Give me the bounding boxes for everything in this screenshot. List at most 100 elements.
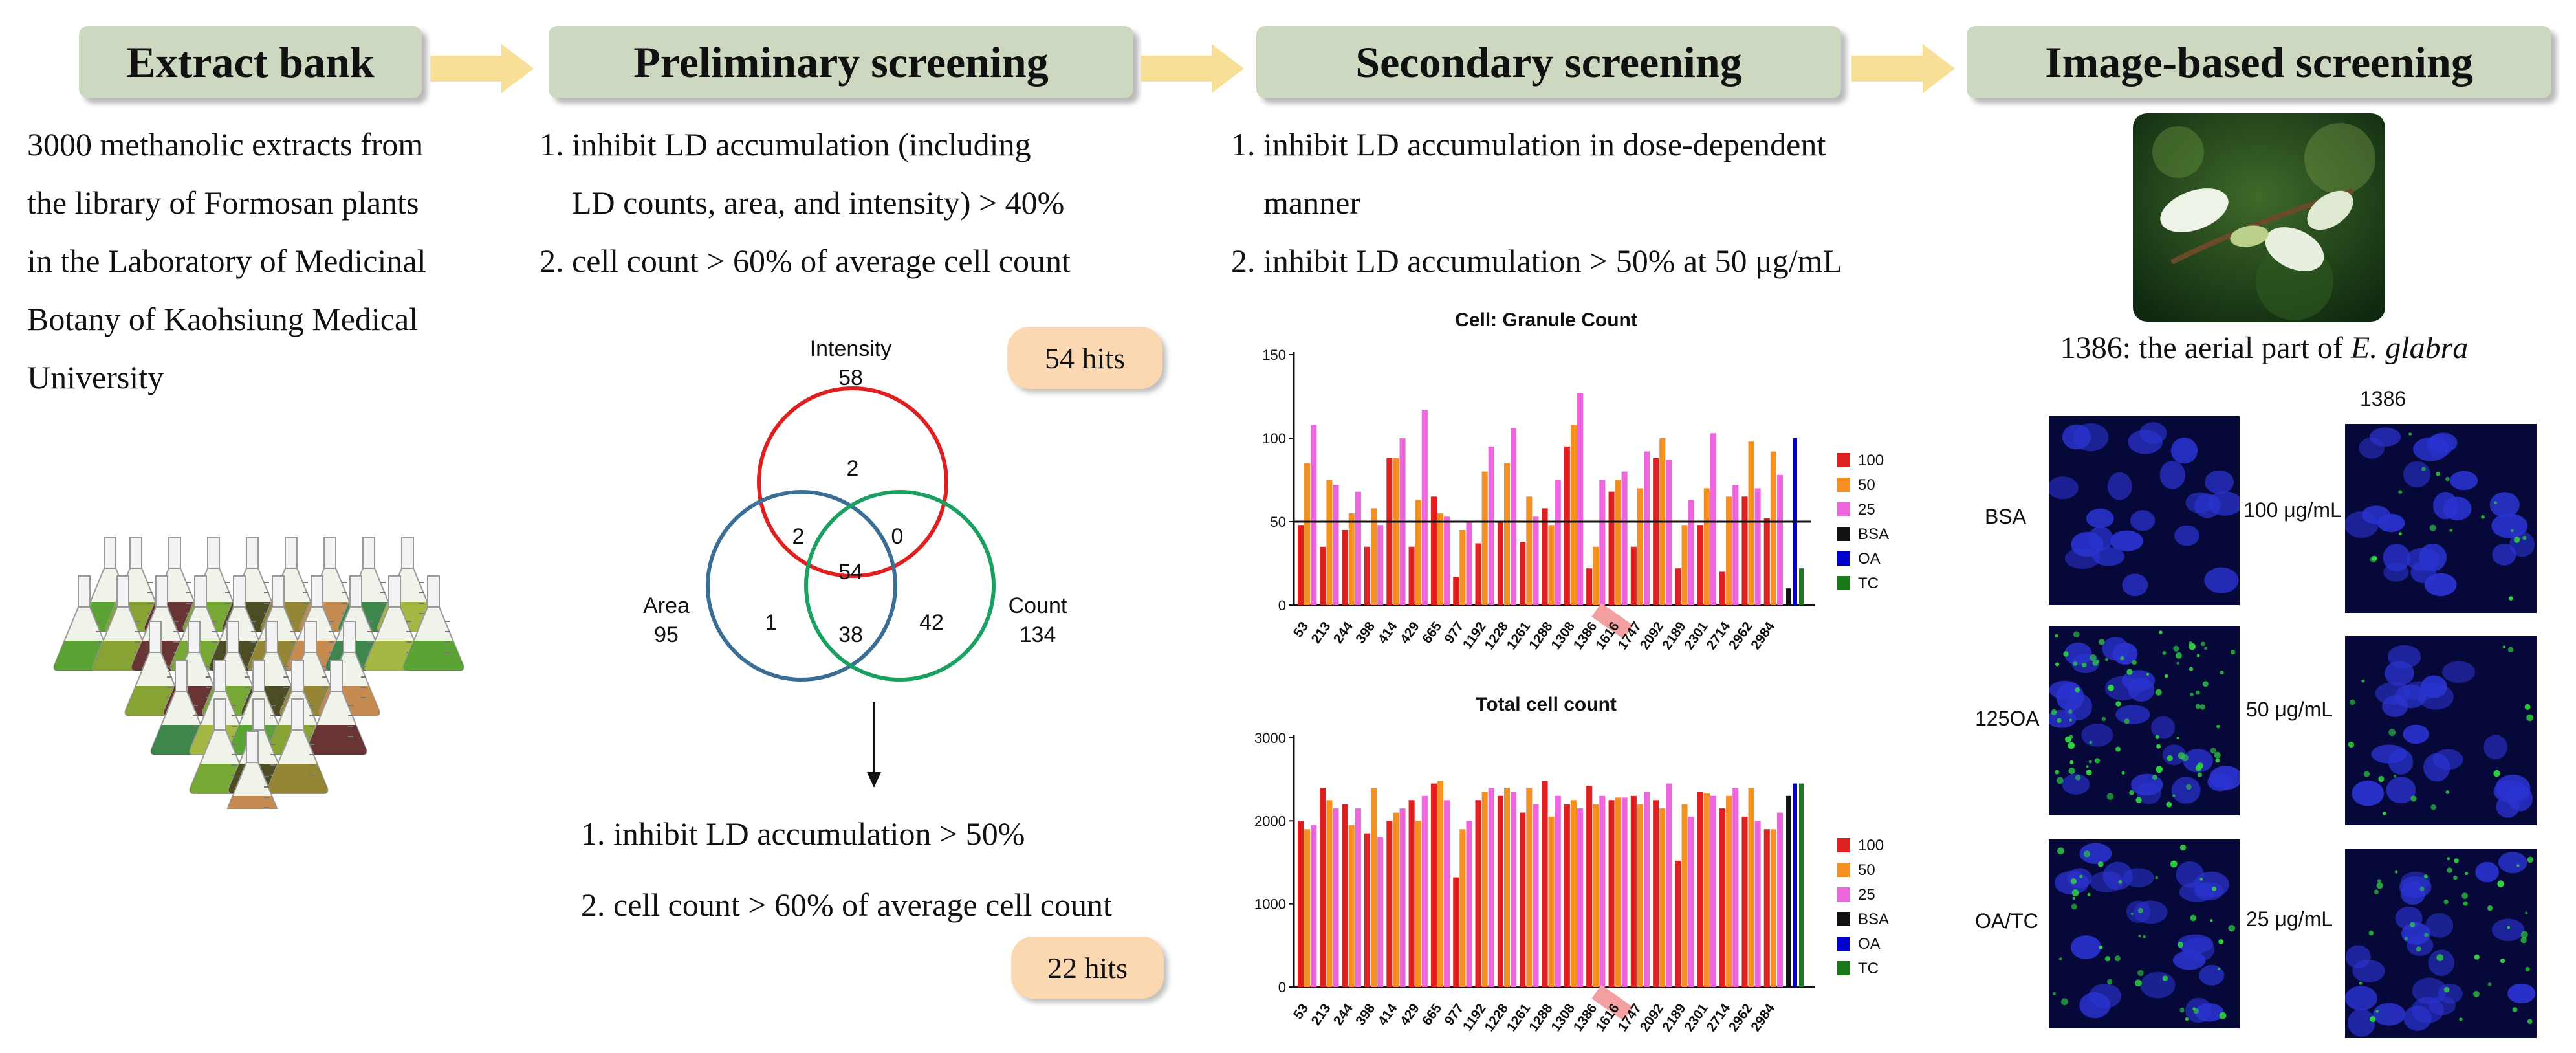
- bar-100: [1675, 568, 1681, 605]
- bar-control-TC: [1799, 568, 1804, 605]
- x-tick-label: 1261: [1504, 1001, 1534, 1034]
- venn-value: 2: [792, 524, 805, 549]
- venn-intensity-total: 58: [838, 366, 863, 390]
- bar-50: [1703, 488, 1710, 605]
- lipid-droplet: [2436, 954, 2443, 961]
- criteria-line: 1. inhibit LD accumulation > 50%: [581, 815, 1025, 852]
- lipid-droplet: [2393, 774, 2397, 778]
- flask-icon: [267, 698, 329, 794]
- y-tick-label: 2000: [1254, 813, 1286, 829]
- total-cell-count-chart: 0100020003000532132443984144296659771192…: [1254, 730, 1889, 1034]
- lipid-droplet: [2527, 1019, 2533, 1025]
- venn-diagram: Intensity 58 Area 95 Count 134 2 2 0 54 …: [643, 337, 1067, 788]
- nucleus: [2382, 695, 2408, 717]
- bar-50: [1681, 804, 1688, 987]
- bar-25: [1377, 525, 1384, 605]
- bar-50: [1570, 800, 1577, 988]
- lipid-droplet: [2410, 922, 2416, 927]
- lipid-droplet: [2181, 754, 2189, 762]
- venn-value: 38: [838, 623, 863, 647]
- bar-100: [1298, 525, 1304, 605]
- lipid-droplet: [2219, 1012, 2227, 1019]
- lipid-droplet: [2487, 982, 2492, 986]
- nucleus: [2345, 986, 2377, 1011]
- lipid-droplet: [2487, 905, 2493, 911]
- bar-100: [1497, 522, 1503, 605]
- x-tick-label: 1228: [1481, 619, 1511, 652]
- x-tick-label: 429: [1397, 619, 1423, 647]
- legend-label: 50: [1858, 861, 1875, 879]
- nucleus: [2403, 461, 2430, 488]
- lipid-droplet: [2086, 770, 2092, 776]
- bar-100: [1697, 792, 1703, 987]
- lipid-droplet: [2502, 645, 2505, 648]
- nucleus: [2475, 861, 2499, 883]
- bar-50: [1726, 496, 1732, 605]
- header-extract-bank: Extract bank: [79, 26, 422, 98]
- bar-50: [1304, 829, 1311, 987]
- legend-swatch: [1837, 502, 1850, 516]
- bar-25: [1444, 800, 1450, 988]
- bar-50: [1748, 788, 1754, 987]
- y-tick-label: 1000: [1254, 896, 1286, 913]
- lipid-droplet: [2497, 880, 2504, 887]
- nucleus: [2183, 749, 2213, 773]
- lipid-droplet: [2124, 718, 2130, 724]
- lipid-droplet: [2121, 771, 2125, 775]
- bar-100: [1542, 508, 1548, 605]
- lipid-droplet: [2069, 760, 2074, 764]
- bar-50: [1348, 513, 1355, 605]
- nucleus: [2403, 724, 2429, 744]
- lipid-droplet: [2525, 966, 2530, 972]
- extract-line: 3000 methanolic extracts from: [27, 126, 424, 162]
- legend-label: TC: [1858, 575, 1879, 592]
- micrograph-125oa: [2049, 630, 2240, 808]
- venn-count-label: Count: [1009, 593, 1067, 618]
- x-tick-label: 1261: [1504, 619, 1534, 652]
- x-tick-label: 1386: [1571, 1001, 1600, 1034]
- bar-25: [1621, 797, 1628, 987]
- nucleus: [2079, 992, 2111, 1019]
- lipid-droplet: [2493, 770, 2500, 777]
- lipid-droplet: [2429, 524, 2436, 531]
- lipid-droplet: [2126, 669, 2133, 675]
- lipid-droplet: [2159, 630, 2163, 634]
- lipid-droplet: [2363, 771, 2370, 777]
- nucleus: [2185, 492, 2215, 513]
- lipid-droplet: [2453, 875, 2458, 880]
- lipid-droplet: [2376, 882, 2383, 889]
- legend-label: 25: [1858, 886, 1875, 903]
- lipid-droplet: [2421, 467, 2426, 471]
- bar-25: [1355, 808, 1361, 987]
- bar-100: [1475, 800, 1481, 988]
- bar-50: [1770, 451, 1776, 605]
- bar-100: [1386, 458, 1393, 605]
- lipid-droplet: [2115, 701, 2121, 707]
- lipid-droplet: [2520, 937, 2527, 944]
- lipid-droplet: [2101, 716, 2106, 721]
- lipid-droplet: [2196, 654, 2200, 658]
- lipid-droplet: [2361, 679, 2365, 683]
- lipid-droplet: [2218, 939, 2224, 944]
- bar-25: [1311, 425, 1317, 605]
- lipid-droplet: [2073, 631, 2080, 637]
- lipid-droplet: [2210, 919, 2213, 922]
- venn-intensity-circle: [757, 386, 948, 578]
- nucleus: [2483, 735, 2507, 760]
- lipid-droplet: [2069, 718, 2072, 722]
- bar-25: [1421, 410, 1428, 605]
- bar-25: [1488, 788, 1494, 987]
- lipid-droplet: [2170, 860, 2178, 868]
- lipid-droplet: [2132, 660, 2137, 665]
- criteria-line: 2. inhibit LD accumulation > 50% at 50 μ…: [1231, 243, 1843, 279]
- lipid-droplet: [2068, 709, 2073, 714]
- lipid-droplet: [2129, 790, 2134, 795]
- nucleus: [2064, 693, 2093, 720]
- lipid-droplet: [2388, 729, 2396, 737]
- preliminary-criteria-1: 1. inhibit LD accumulation (including LD…: [540, 115, 1135, 290]
- bar-100: [1364, 833, 1371, 987]
- lipid-droplet: [2068, 742, 2075, 749]
- bar-50: [1593, 546, 1599, 605]
- micrograph-25: [2345, 852, 2536, 1037]
- lipid-droplet: [2075, 687, 2080, 693]
